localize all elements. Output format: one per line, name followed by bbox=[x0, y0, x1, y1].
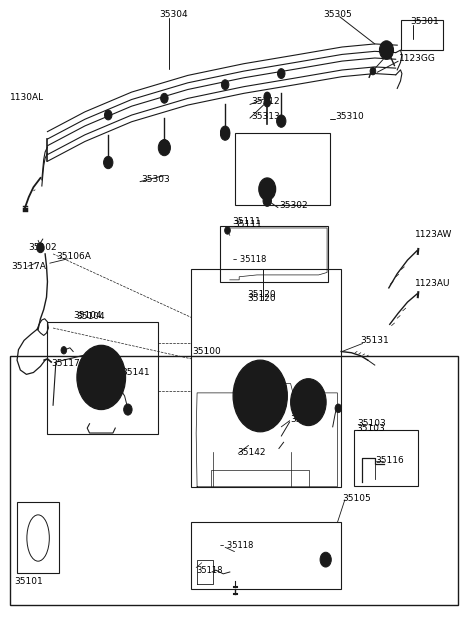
Text: 35100: 35100 bbox=[192, 347, 221, 356]
Circle shape bbox=[242, 371, 279, 421]
Text: 35118: 35118 bbox=[196, 566, 223, 574]
Circle shape bbox=[220, 128, 230, 141]
Text: 1130AL: 1130AL bbox=[10, 93, 44, 102]
Circle shape bbox=[291, 379, 326, 426]
Circle shape bbox=[221, 80, 229, 90]
Text: 35104: 35104 bbox=[73, 311, 102, 320]
Text: 35141: 35141 bbox=[121, 368, 150, 377]
Text: 35303: 35303 bbox=[141, 175, 170, 184]
Circle shape bbox=[298, 389, 318, 416]
Text: 35142: 35142 bbox=[237, 448, 265, 457]
Text: 35117A: 35117A bbox=[11, 262, 46, 271]
Circle shape bbox=[104, 157, 113, 169]
Circle shape bbox=[259, 178, 276, 200]
Text: – 35118: – 35118 bbox=[233, 255, 266, 264]
Circle shape bbox=[124, 404, 132, 415]
Text: 35106A: 35106A bbox=[56, 252, 91, 261]
Text: 35313: 35313 bbox=[251, 112, 280, 121]
Circle shape bbox=[323, 556, 328, 563]
Circle shape bbox=[220, 126, 230, 139]
Text: 35310: 35310 bbox=[335, 112, 364, 121]
Circle shape bbox=[61, 347, 67, 354]
Text: 35101: 35101 bbox=[15, 577, 43, 586]
Circle shape bbox=[264, 92, 271, 101]
Text: 35105: 35105 bbox=[342, 494, 371, 503]
Circle shape bbox=[87, 359, 115, 396]
Bar bbox=[46, 322, 158, 435]
Bar bbox=[354, 430, 418, 485]
Text: 35312: 35312 bbox=[251, 97, 280, 106]
Text: 1123AW: 1123AW bbox=[415, 230, 452, 239]
Circle shape bbox=[158, 140, 170, 156]
Circle shape bbox=[370, 67, 376, 75]
Bar bbox=[220, 226, 328, 282]
Bar bbox=[191, 522, 341, 589]
Text: 1123GG: 1123GG bbox=[399, 54, 436, 63]
Text: 35115: 35115 bbox=[291, 415, 319, 424]
Circle shape bbox=[320, 552, 331, 567]
Circle shape bbox=[278, 69, 285, 79]
Text: 35111: 35111 bbox=[233, 220, 262, 229]
Circle shape bbox=[105, 110, 112, 120]
Circle shape bbox=[335, 404, 341, 413]
Text: 35120: 35120 bbox=[248, 290, 276, 299]
Text: 35111: 35111 bbox=[232, 217, 261, 226]
Text: 35116: 35116 bbox=[375, 456, 403, 465]
Bar bbox=[191, 269, 341, 487]
Circle shape bbox=[37, 243, 44, 253]
Text: 35301: 35301 bbox=[410, 17, 439, 26]
Circle shape bbox=[264, 98, 271, 107]
Text: 35102: 35102 bbox=[28, 243, 56, 252]
Circle shape bbox=[379, 41, 393, 59]
Circle shape bbox=[263, 195, 272, 206]
Bar bbox=[234, 134, 330, 204]
Circle shape bbox=[233, 360, 287, 432]
Circle shape bbox=[77, 345, 126, 410]
Text: 35304: 35304 bbox=[159, 11, 189, 19]
Text: 35103: 35103 bbox=[356, 423, 385, 433]
Circle shape bbox=[160, 93, 168, 103]
Text: 35131: 35131 bbox=[361, 336, 390, 345]
Text: 35305: 35305 bbox=[323, 10, 352, 19]
Text: 35120: 35120 bbox=[248, 294, 276, 303]
Circle shape bbox=[159, 140, 169, 152]
Ellipse shape bbox=[27, 515, 49, 561]
Text: 35117B: 35117B bbox=[51, 360, 86, 368]
Bar bbox=[10, 357, 458, 605]
Text: 35104: 35104 bbox=[76, 313, 105, 321]
Text: 35103: 35103 bbox=[357, 419, 386, 428]
Text: 35302: 35302 bbox=[279, 201, 308, 210]
Bar bbox=[17, 502, 59, 573]
Text: 1123AU: 1123AU bbox=[415, 279, 450, 288]
Bar bbox=[401, 20, 443, 50]
Circle shape bbox=[277, 115, 286, 128]
Circle shape bbox=[225, 227, 230, 234]
Text: – 35118: – 35118 bbox=[219, 541, 253, 550]
